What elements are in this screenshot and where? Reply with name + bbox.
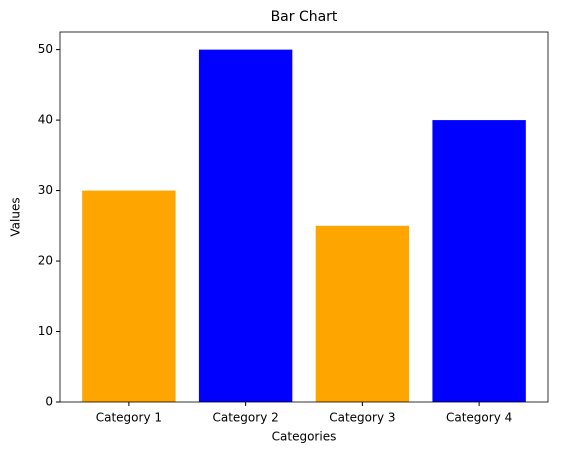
chart-title: Bar Chart	[271, 9, 338, 25]
plot-frame	[59, 31, 549, 403]
x-tick-label: Category 3	[329, 411, 395, 425]
y-tick-label: 50	[38, 42, 53, 56]
x-tick-label: Category 2	[212, 411, 278, 425]
y-tick-label: 0	[45, 395, 53, 409]
x-tick-label: Category 1	[96, 411, 162, 425]
bar	[432, 120, 526, 402]
y-tick-label: 30	[38, 183, 53, 197]
bar	[315, 225, 410, 402]
y-tick-label: 10	[38, 324, 53, 338]
x-tick-label: Category 4	[446, 411, 512, 425]
x-axis-label: Categories	[272, 430, 337, 444]
y-axis-label: Values	[9, 197, 23, 236]
y-tick-label: 20	[38, 254, 53, 268]
bar	[198, 49, 293, 402]
bar	[82, 190, 176, 402]
y-tick-label: 40	[38, 113, 53, 127]
